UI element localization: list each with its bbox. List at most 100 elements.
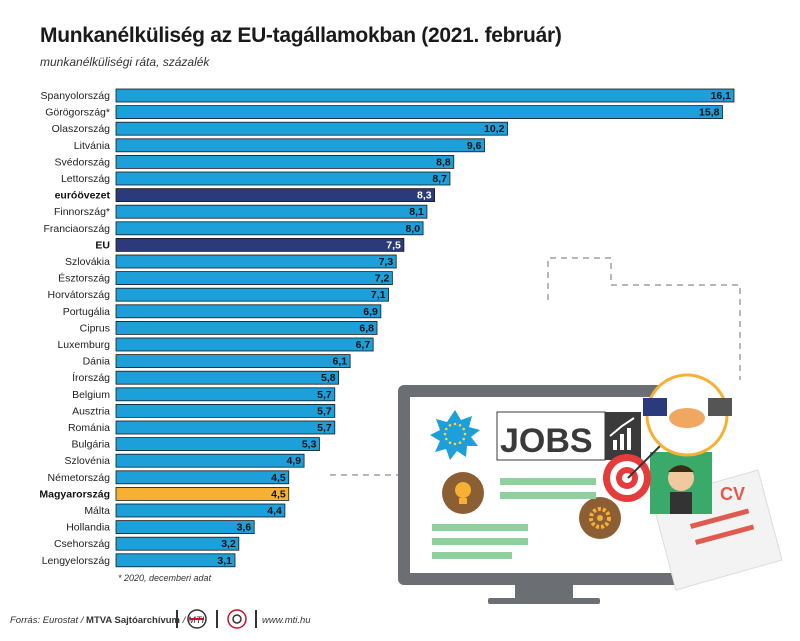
bar: [115, 154, 455, 169]
lightbulb-icon: [442, 472, 484, 514]
category-label: Luxemburg: [57, 339, 110, 351]
site-url: www.mti.hu: [262, 615, 311, 626]
category-label: Málta: [84, 505, 110, 517]
bar: [115, 403, 336, 418]
value-label: 3,2: [221, 538, 236, 550]
bar: [115, 553, 236, 568]
value-label: 16,1: [711, 90, 732, 102]
category-label: Dánia: [83, 356, 111, 368]
value-label: 4,4: [267, 505, 282, 517]
bar: [115, 503, 286, 518]
text-lines-graphic: [432, 478, 596, 559]
value-label: 7,5: [386, 239, 401, 251]
bar: [115, 304, 382, 319]
bar: [115, 221, 424, 236]
value-label: 3,1: [217, 555, 232, 567]
category-label: Spanyolország: [41, 90, 111, 102]
value-label: 5,7: [317, 389, 332, 401]
category-label: Svédország: [55, 156, 111, 168]
bar: [115, 138, 485, 153]
value-label: 7,2: [375, 273, 390, 285]
bar: [115, 254, 397, 269]
value-label: 9,6: [467, 140, 482, 152]
mti-logo-icon: [227, 609, 247, 629]
mtva-logo-icon: [187, 609, 207, 629]
cv-text: CV: [720, 484, 745, 504]
value-label: 3,6: [237, 522, 252, 534]
bar: [115, 536, 240, 551]
bar: [115, 204, 428, 219]
value-label: 7,1: [371, 289, 386, 301]
separator: [255, 610, 257, 628]
bar: [115, 337, 374, 352]
category-label: Szlovákia: [65, 256, 110, 268]
category-label: Görögország*: [45, 107, 110, 119]
source-line: Forrás: Eurostat / MTVA Sajtóarchívum / …: [10, 615, 204, 626]
value-label: 6,8: [359, 322, 374, 334]
value-label: 8,7: [432, 173, 447, 185]
value-labels: 16,1 15,8 10,29,6 8,8 8,78,3 8,1 8,0 7,5 7,3 7,2 7…: [217, 90, 731, 567]
bar: [115, 387, 336, 402]
category-labels: Spanyolország Görögország* Olaszország Litv…: [39, 90, 110, 567]
separator: [216, 610, 218, 628]
value-label: 5,8: [321, 372, 336, 384]
category-label: Portugália: [63, 306, 110, 318]
value-label: 7,3: [379, 256, 394, 268]
bar: [115, 420, 336, 435]
bar: [115, 121, 508, 136]
value-label: 5,3: [302, 439, 317, 451]
separator: [176, 610, 178, 628]
category-label: Belgium: [72, 389, 110, 401]
bar: [115, 437, 320, 452]
bar: [115, 188, 435, 203]
bar: [115, 320, 378, 335]
page-subtitle: munkanélküliségi ráta, százalék: [40, 55, 210, 69]
source-prefix: Forrás: Eurostat /: [10, 615, 87, 626]
category-label: Lettország: [61, 173, 110, 185]
jobs-text: JOBS: [500, 422, 593, 460]
category-label: Horvátország: [48, 289, 111, 301]
value-label: 8,8: [436, 156, 451, 168]
value-label: 6,9: [363, 306, 378, 318]
value-label: 10,2: [484, 123, 505, 135]
value-label: 6,1: [333, 356, 348, 368]
bar: [115, 453, 305, 468]
category-label: Franciaország: [43, 223, 110, 235]
category-label: Magyarország: [39, 488, 110, 500]
category-label: Hollandia: [66, 522, 110, 534]
category-label: euróövezet: [55, 190, 111, 202]
bar: [115, 105, 723, 119]
value-label: 4,9: [286, 455, 301, 467]
cv-document-icon: CV: [650, 452, 783, 591]
value-label: 5,7: [317, 422, 332, 434]
category-label: Olaszország: [52, 123, 111, 135]
bar: [115, 171, 451, 186]
category-label: Litvánia: [74, 140, 110, 152]
category-label: Észtország: [58, 272, 110, 285]
bar: [115, 370, 340, 385]
eu-star-icon: [430, 410, 480, 460]
category-label: Németország: [48, 472, 111, 484]
value-label: 4,5: [271, 472, 286, 484]
category-label: Ausztria: [72, 405, 110, 417]
value-label: 8,3: [417, 190, 432, 202]
handshake-icon: [643, 373, 732, 457]
category-label: Finnország*: [54, 206, 110, 218]
value-label: 4,5: [271, 488, 286, 500]
category-label: Lengyelország: [42, 555, 110, 567]
bar: [115, 88, 735, 103]
gear-icon: [579, 497, 621, 539]
growth-chart-icon: [609, 417, 635, 450]
category-label: EU: [95, 239, 110, 251]
source-suffix: / MTI: [180, 615, 205, 626]
source-bold: MTVA Sajtóarchívum: [86, 615, 180, 626]
footnote: * 2020, decemberi adat: [118, 573, 212, 583]
value-label: 5,7: [317, 405, 332, 417]
category-label: Bulgária: [71, 439, 110, 451]
category-label: Írország: [72, 371, 110, 384]
bars: [115, 88, 735, 568]
bar: [115, 237, 405, 252]
category-label: Csehország: [54, 538, 110, 550]
value-label: 6,7: [356, 339, 371, 351]
